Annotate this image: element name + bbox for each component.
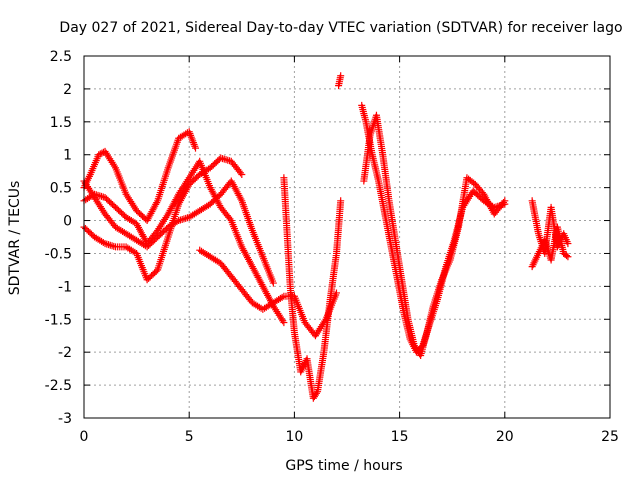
y-tick-label: 2.5	[50, 49, 72, 65]
data-point-marker	[564, 240, 572, 248]
y-tick-label: 1.5	[50, 115, 72, 131]
series-track-i	[360, 111, 509, 359]
series-track-a	[80, 128, 200, 225]
data-point-marker	[312, 389, 320, 397]
data-point-marker	[226, 215, 234, 223]
data-point-marker	[238, 170, 246, 178]
y-axis-label: SDTVAR / TECUs	[7, 181, 23, 296]
data-point-marker	[269, 279, 277, 287]
data-point-marker	[470, 179, 478, 187]
data-point-marker	[192, 144, 200, 152]
x-tick-label: 25	[601, 429, 619, 445]
series-track-d	[80, 177, 277, 287]
series-track-e	[196, 246, 340, 340]
data-point-marker	[236, 169, 244, 177]
x-tick-label: 5	[185, 429, 194, 445]
plot-frame	[83, 55, 611, 419]
data-point-marker	[499, 198, 507, 206]
y-tick-label: -1.5	[45, 312, 72, 328]
y-tick-label: -3	[58, 411, 72, 427]
axis-ticks	[83, 55, 611, 419]
x-tick-label: 0	[80, 429, 89, 445]
y-tick-label: 1	[63, 148, 72, 164]
data-point-marker	[337, 72, 345, 80]
grid-lines	[84, 56, 610, 418]
series-track-g	[335, 72, 345, 90]
data-point-marker	[563, 252, 571, 260]
y-tick-label: -0.5	[45, 246, 72, 262]
series-track-b	[80, 157, 288, 327]
data-point-marker	[280, 319, 288, 327]
x-tick-labels: 0 5 10 15 20 25	[80, 429, 619, 445]
y-tick-label: -1	[58, 279, 72, 295]
y-tick-label: 0	[63, 214, 72, 230]
data-point-marker	[564, 253, 572, 261]
data-point-marker	[501, 197, 509, 205]
series-track-c	[80, 154, 246, 284]
x-tick-label: 10	[285, 429, 303, 445]
data-point-marker	[95, 151, 103, 159]
x-axis-label: GPS time / hours	[285, 458, 402, 474]
chart-title: Day 027 of 2021, Sidereal Day-to-day VTE…	[59, 20, 622, 36]
y-tick-label: -2	[58, 345, 72, 361]
y-tick-labels: 2.5 2 1.5 1 0.5 0 -0.5 -1 -1.5 -2 -2.5 -3	[45, 49, 72, 427]
y-tick-label: 2	[63, 82, 72, 98]
x-tick-label: 20	[496, 429, 514, 445]
y-tick-label: -2.5	[45, 378, 72, 394]
data-point-marker	[337, 197, 345, 205]
series-track-k	[528, 223, 572, 271]
series-track-f	[280, 174, 345, 402]
data-point-marker	[96, 150, 104, 158]
y-tick-label: 0.5	[50, 181, 72, 197]
data-points	[80, 72, 572, 402]
x-tick-label: 15	[391, 429, 409, 445]
